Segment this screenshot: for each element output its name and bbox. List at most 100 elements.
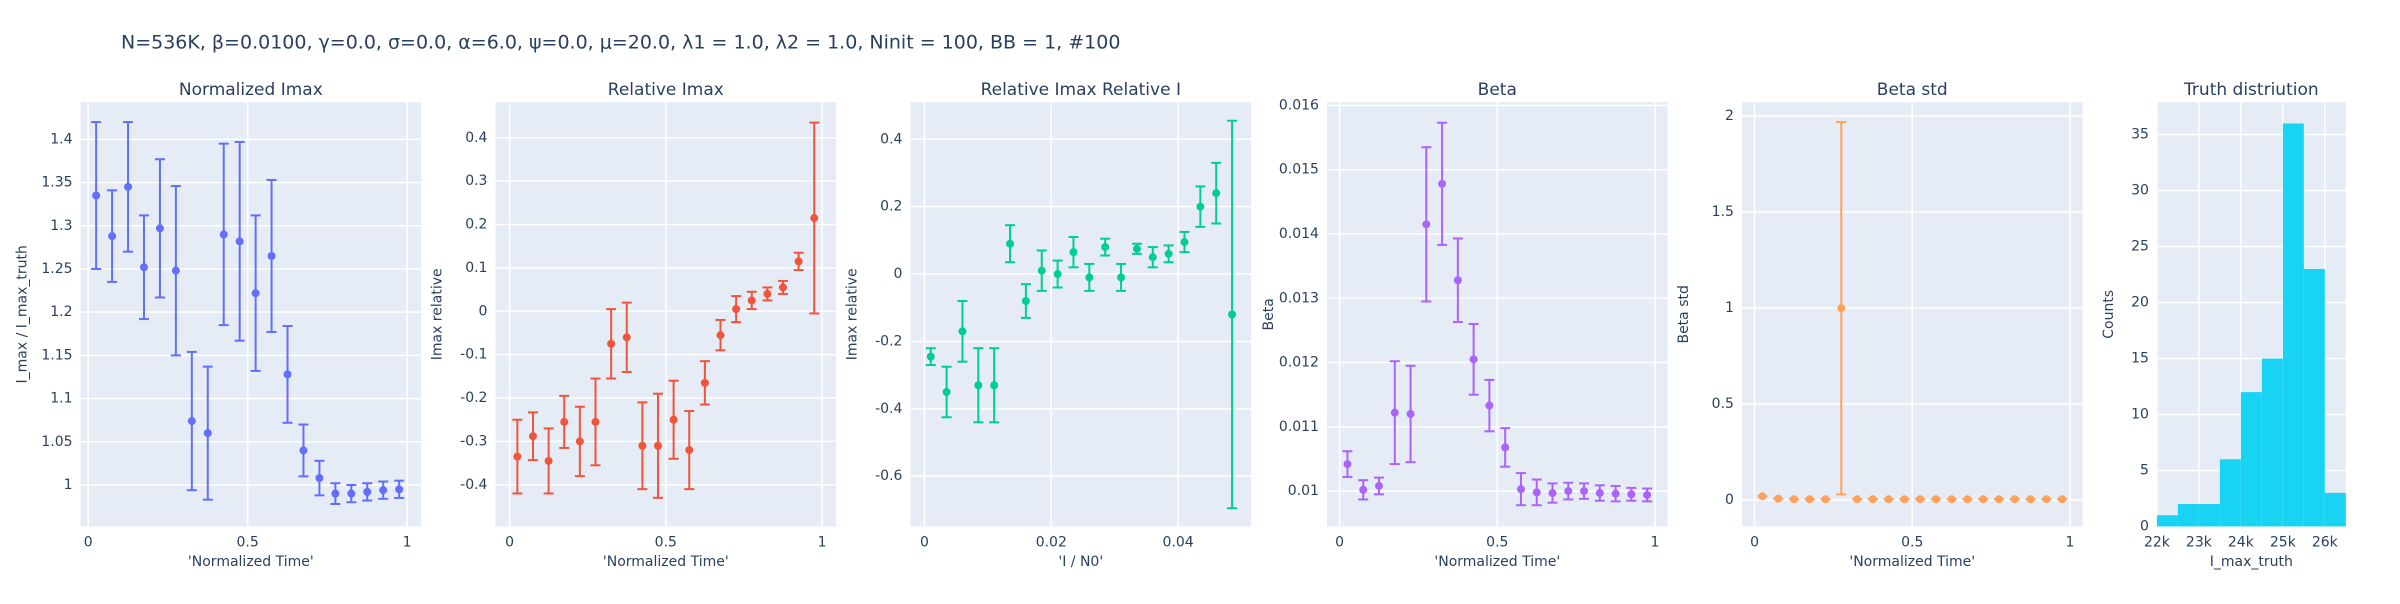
point [958, 327, 967, 336]
y-tick-label: 0.2 [465, 217, 487, 233]
point [235, 237, 244, 246]
bar [2282, 123, 2304, 527]
x-tick-label: 0.5 [1901, 534, 1923, 550]
point [1931, 495, 1940, 504]
y-tick-label: 1.3 [50, 218, 72, 234]
y-tick-label: 0.01 [1288, 483, 1319, 499]
y-tick-label: 0.2 [880, 199, 902, 215]
point [1994, 495, 2003, 504]
point [267, 251, 276, 260]
x-tick-label: 25k [2270, 534, 2297, 550]
point [1212, 189, 1221, 198]
point [1884, 495, 1893, 504]
subplot-title: Truth distriution [2183, 80, 2319, 100]
point [591, 417, 600, 426]
point [92, 191, 101, 200]
y-axis-title: Counts [2101, 290, 2117, 339]
point [1564, 487, 1573, 496]
x-tick-label: 0 [1335, 534, 1344, 550]
point [1069, 248, 1078, 257]
y-tick-label: 0 [1725, 492, 1734, 508]
point [1643, 490, 1652, 499]
y-tick-label: 1.15 [41, 347, 72, 363]
x-tick-label: 22k [2144, 534, 2171, 550]
x-axis-title: I_max_truth [2210, 554, 2293, 570]
point [2058, 495, 2067, 504]
y-tick-label: 1.5 [1712, 204, 1734, 220]
point [1853, 495, 1862, 504]
subplot-title: Normalized Imax [179, 80, 323, 100]
point [1837, 304, 1846, 313]
y-tick-label: -0.3 [460, 433, 487, 449]
subplot-title: Beta std [1877, 80, 1948, 100]
plot-area [80, 102, 422, 527]
point [1789, 495, 1798, 504]
point [1006, 239, 1015, 248]
y-tick-label: 0.4 [880, 131, 902, 147]
x-tick-label: 1 [1651, 534, 1660, 550]
point [1821, 495, 1830, 504]
point [1196, 202, 1205, 211]
y-tick-label: 5 [2140, 462, 2149, 478]
point [1805, 495, 1814, 504]
x-tick-label: 0 [1750, 534, 1759, 550]
x-axis-title: 'I / N0' [1058, 554, 1103, 570]
point [1422, 220, 1431, 229]
point [544, 456, 553, 465]
y-axis-title: Beta [1261, 298, 1277, 330]
bar [2198, 504, 2220, 527]
point [1228, 310, 1237, 319]
point [1485, 401, 1494, 410]
point [794, 257, 803, 266]
point [1595, 489, 1604, 498]
point [732, 305, 741, 314]
point [1979, 495, 1988, 504]
y-tick-label: -0.6 [875, 468, 902, 484]
y-tick-label: -0.2 [875, 333, 902, 349]
y-tick-label: 15 [2131, 351, 2149, 367]
point [1548, 489, 1557, 498]
point [219, 230, 228, 239]
point [528, 432, 537, 441]
y-tick-label: 0.011 [1279, 419, 1319, 435]
y-tick-label: 0 [2140, 518, 2149, 534]
x-tick-label: 23k [2186, 534, 2213, 550]
point [1532, 488, 1541, 497]
subplot-title: Beta [1478, 80, 1517, 100]
point [1164, 249, 1173, 258]
point [990, 381, 999, 390]
point [1774, 494, 1783, 503]
point [187, 417, 196, 426]
y-tick-label: -0.1 [460, 347, 487, 363]
x-tick-label: 0.5 [237, 534, 259, 550]
y-tick-label: 1.2 [50, 304, 72, 320]
point [747, 296, 756, 305]
x-tick-label: 0.5 [655, 534, 677, 550]
y-tick-label: 0.013 [1279, 290, 1319, 306]
point [315, 474, 324, 483]
x-axis-title: 'Normalized Time' [1849, 554, 1975, 570]
bar [2324, 492, 2346, 527]
point [1453, 276, 1462, 285]
point [1180, 238, 1189, 247]
y-tick-label: 0.1 [465, 260, 487, 276]
subplot-title: Relative Imax Relative I [981, 80, 1181, 100]
point [1758, 492, 1767, 501]
y-tick-label: 0.3 [465, 173, 487, 189]
figure-title: N=536K, β=0.0100, γ=0.0, σ=0.0, α=6.0, ψ… [121, 32, 1120, 54]
point [669, 415, 678, 424]
y-tick-label: -0.4 [875, 401, 902, 417]
point [1085, 273, 1094, 282]
x-axis-title: 'Normalized Time' [603, 554, 729, 570]
y-tick-label: -0.4 [460, 477, 487, 493]
point [607, 339, 616, 348]
y-axis-title: Imax relative [844, 268, 860, 360]
y-tick-label: -0.2 [460, 390, 487, 406]
point [251, 289, 260, 298]
point [1359, 485, 1368, 494]
point [1469, 355, 1478, 364]
point [1101, 243, 1110, 252]
x-tick-label: 0.04 [1163, 534, 1194, 550]
y-tick-label: 1.25 [41, 261, 72, 277]
